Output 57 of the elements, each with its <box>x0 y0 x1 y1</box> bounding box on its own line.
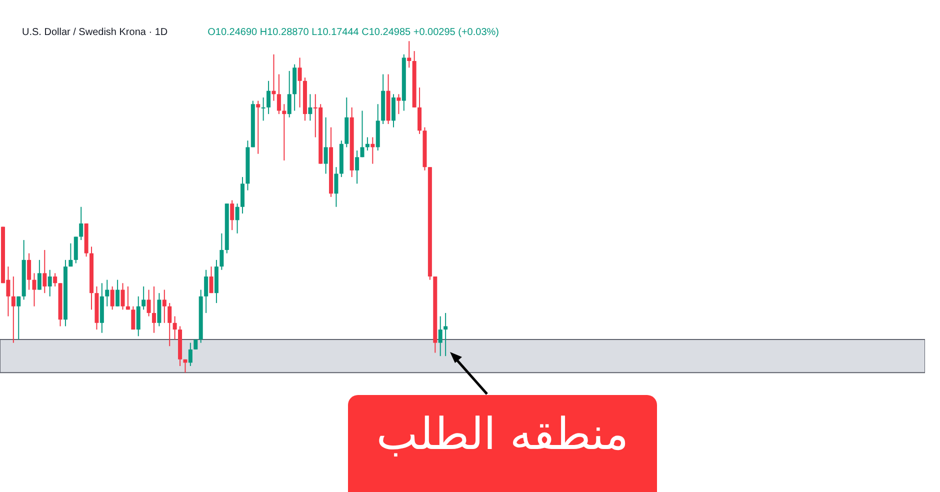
candlestick <box>68 242 73 268</box>
candlestick <box>42 249 47 294</box>
candlestick <box>391 94 396 128</box>
candlestick <box>308 94 312 122</box>
candlestick <box>136 296 140 337</box>
candlestick <box>105 279 110 307</box>
candlestick <box>360 110 364 158</box>
candlestick <box>131 306 136 330</box>
candlestick <box>287 70 292 118</box>
candlestick <box>230 200 234 231</box>
candlestick <box>370 136 375 164</box>
candlestick <box>188 342 192 367</box>
candlestick <box>407 40 412 68</box>
candlestick <box>146 289 151 317</box>
candlestick <box>152 286 156 334</box>
candlestick <box>162 289 166 324</box>
candlestick <box>396 94 401 115</box>
candlestick <box>282 104 286 161</box>
candlestick <box>172 316 177 340</box>
candlestick <box>261 96 266 122</box>
candlestick <box>334 166 338 208</box>
candlestick <box>79 206 84 241</box>
candlestick <box>53 272 58 287</box>
candlestick <box>110 286 114 310</box>
candlestick <box>272 54 276 102</box>
candlestick <box>256 100 260 154</box>
candlestick <box>116 279 120 307</box>
candlestick <box>120 282 125 310</box>
candlestick <box>48 269 52 297</box>
candlestick <box>32 272 36 307</box>
candlestick <box>27 252 32 290</box>
candlestick <box>183 358 188 374</box>
candlestick <box>74 236 78 264</box>
candlestick <box>438 316 442 357</box>
candlestick <box>157 292 162 327</box>
candlestick <box>355 150 360 184</box>
candlestick <box>37 259 42 290</box>
candlestick <box>276 74 281 115</box>
candlestick <box>220 232 224 270</box>
candlestick <box>168 302 172 347</box>
candlestick <box>209 266 214 294</box>
candlestick <box>11 276 16 344</box>
candlestick <box>235 203 240 234</box>
candlestick <box>444 312 448 357</box>
chart-subtitle: O10.24690 H10.28870 L10.17444 C10.24985 +0.00295 (+0.03%) <box>208 27 499 38</box>
candlestick <box>418 87 422 134</box>
band-label: منطقه الطلب <box>376 409 629 462</box>
candlestick <box>365 136 370 152</box>
candlestick <box>324 116 328 174</box>
candlestick <box>204 269 208 314</box>
candlestick <box>298 57 302 108</box>
candlestick <box>142 286 146 310</box>
candlestick <box>16 296 21 340</box>
candlestick <box>126 286 130 310</box>
candlestick <box>266 80 271 115</box>
candlestick <box>240 176 244 214</box>
chart-title: U.S. Dollar / Swedish Krona · 1D <box>22 27 168 38</box>
